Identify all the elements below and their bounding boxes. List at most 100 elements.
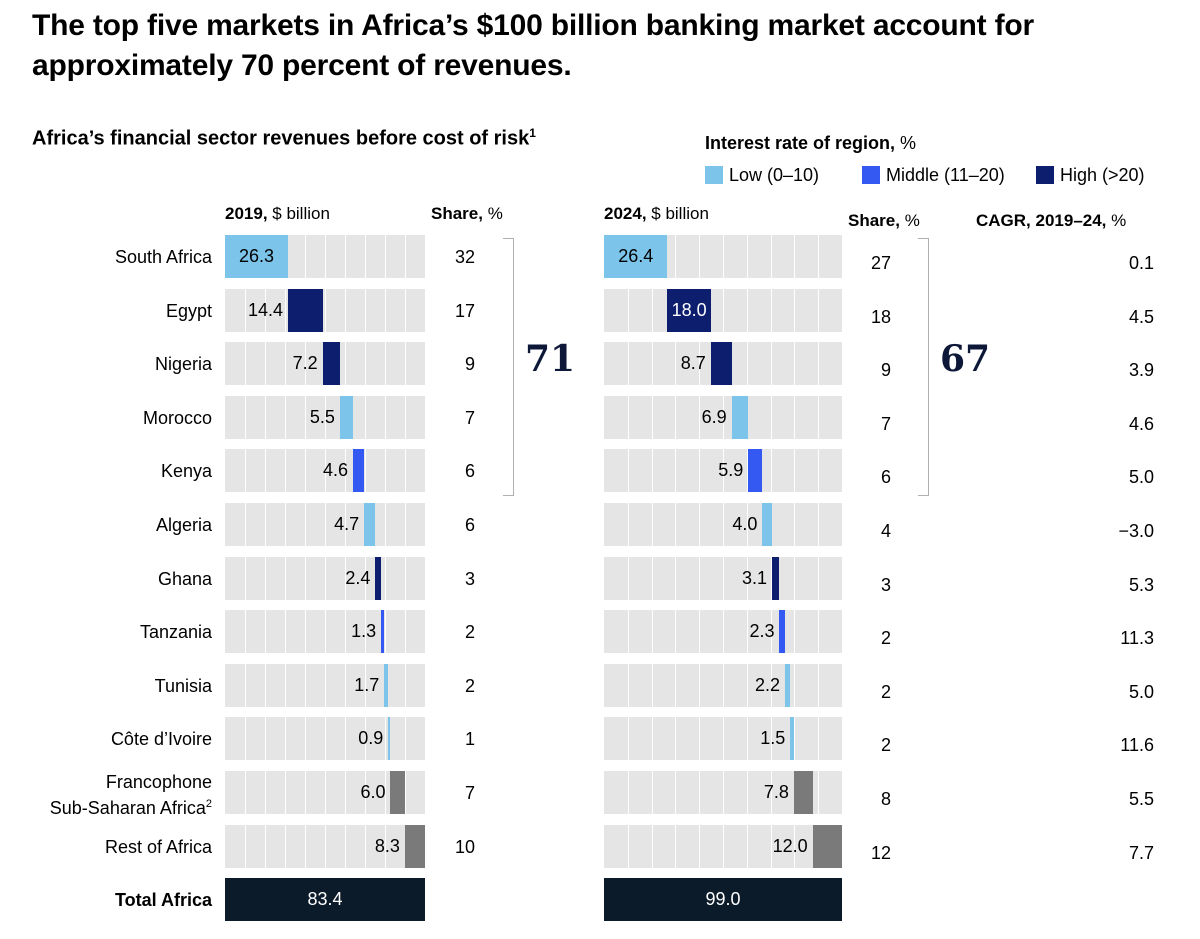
gridline <box>365 342 366 386</box>
gridline <box>285 288 286 332</box>
cagr-value: 7.7 <box>1128 842 1154 863</box>
gridline <box>675 556 676 600</box>
gridline <box>345 503 346 546</box>
bar-2019-c-te-d-ivoire <box>388 717 391 761</box>
header-2024-year: 2024, <box>604 204 647 223</box>
gridline <box>305 610 306 654</box>
gridline <box>325 824 326 868</box>
bar-track: 0.9 <box>225 717 425 761</box>
gridline <box>723 824 724 868</box>
header-cagr: CAGR, 2019–24, % <box>976 211 1126 231</box>
gridline <box>818 503 819 546</box>
gridline <box>285 556 286 600</box>
gridline <box>345 663 346 707</box>
cagr-value: 5.0 <box>1128 681 1154 702</box>
gridline <box>747 235 748 278</box>
bar-label-2024: 2.2 <box>755 674 781 695</box>
gridline <box>385 342 386 386</box>
gridline <box>771 556 772 600</box>
gridline <box>285 503 286 546</box>
gridline <box>675 449 676 493</box>
cagr-value: 11.3 <box>1120 628 1154 649</box>
bar-label-2024: 3.1 <box>742 567 768 588</box>
gridline <box>628 663 629 707</box>
gridline <box>699 503 700 546</box>
bar-label-2024: 1.5 <box>760 728 786 749</box>
share-2024: 12 <box>870 842 891 863</box>
bar-2019-francophone-sub-saharan-africa <box>390 771 405 814</box>
header-share-2024-bold: Share, <box>848 211 900 230</box>
gridline <box>365 824 366 868</box>
gridline <box>385 771 386 814</box>
bar-2024-egypt <box>667 288 711 332</box>
gridline <box>245 771 246 814</box>
gridline <box>652 288 653 332</box>
gridline <box>723 395 724 439</box>
gridline <box>723 288 724 332</box>
gridline <box>771 663 772 707</box>
bar-label-2024: 4.0 <box>732 514 758 534</box>
gridline <box>285 610 286 654</box>
gridline <box>325 556 326 600</box>
header-share-2019-bold: Share, <box>431 204 483 223</box>
bar-label-2024: 18.0 <box>671 299 707 320</box>
gridline <box>628 824 629 868</box>
gridline <box>285 395 286 439</box>
gridline <box>794 503 795 546</box>
bar-2019-nigeria <box>322 342 340 386</box>
gridline <box>345 235 346 278</box>
gridline <box>305 717 306 761</box>
share-2024: 2 <box>880 735 891 756</box>
bar-2024-c-te-d-ivoire <box>790 717 794 761</box>
share-2024: 3 <box>880 574 891 595</box>
gridline <box>305 556 306 600</box>
bar-2019-kenya <box>353 449 365 493</box>
gridline <box>345 717 346 761</box>
bar-track: 6.0 <box>225 771 425 814</box>
gridline <box>794 235 795 278</box>
legend-swatch-high <box>1036 166 1054 184</box>
bar-label-2019: 1.7 <box>354 674 380 695</box>
gridline <box>723 717 724 761</box>
share-2019: 6 <box>464 461 475 482</box>
category-label: Nigeria <box>154 354 212 375</box>
share-2024: 2 <box>880 628 891 649</box>
gridline <box>723 235 724 278</box>
cagr-value: 4.5 <box>1128 306 1154 327</box>
gridline <box>405 556 406 600</box>
cagr-value: −3.0 <box>1118 521 1154 541</box>
gridline <box>365 771 366 814</box>
bar-label-2019: 7.2 <box>292 353 318 374</box>
bar-track: 2.2 <box>604 663 842 707</box>
gridline <box>628 556 629 600</box>
share-2019: 2 <box>464 675 475 696</box>
gridline <box>365 288 366 332</box>
gridline <box>265 771 266 814</box>
gridline <box>747 449 748 493</box>
gridline <box>245 610 246 654</box>
gridline <box>305 663 306 707</box>
gridline <box>747 503 748 546</box>
gridline <box>405 342 406 386</box>
gridline <box>345 771 346 814</box>
gridline <box>723 503 724 546</box>
gridline <box>652 771 653 814</box>
category-label: Francophone Sub-Saharan Africa2 <box>0 771 212 819</box>
bar-label-2024: 7.8 <box>763 782 789 802</box>
share-2019: 9 <box>464 354 475 375</box>
gridline <box>245 395 246 439</box>
gridline <box>245 663 246 707</box>
bar-2019-algeria <box>364 503 376 546</box>
share-2019: 2 <box>464 622 475 643</box>
top5-share-2019: 71 <box>525 338 576 380</box>
bar-label-2024: 5.9 <box>718 460 744 481</box>
gridline <box>265 610 266 654</box>
gridline <box>325 395 326 439</box>
gridline <box>628 610 629 654</box>
gridline <box>699 395 700 439</box>
bar-2019-rest-of-africa <box>404 824 425 868</box>
legend-title-unit: % <box>895 133 917 153</box>
gridline <box>628 395 629 439</box>
gridline <box>305 449 306 493</box>
gridline <box>405 771 406 814</box>
